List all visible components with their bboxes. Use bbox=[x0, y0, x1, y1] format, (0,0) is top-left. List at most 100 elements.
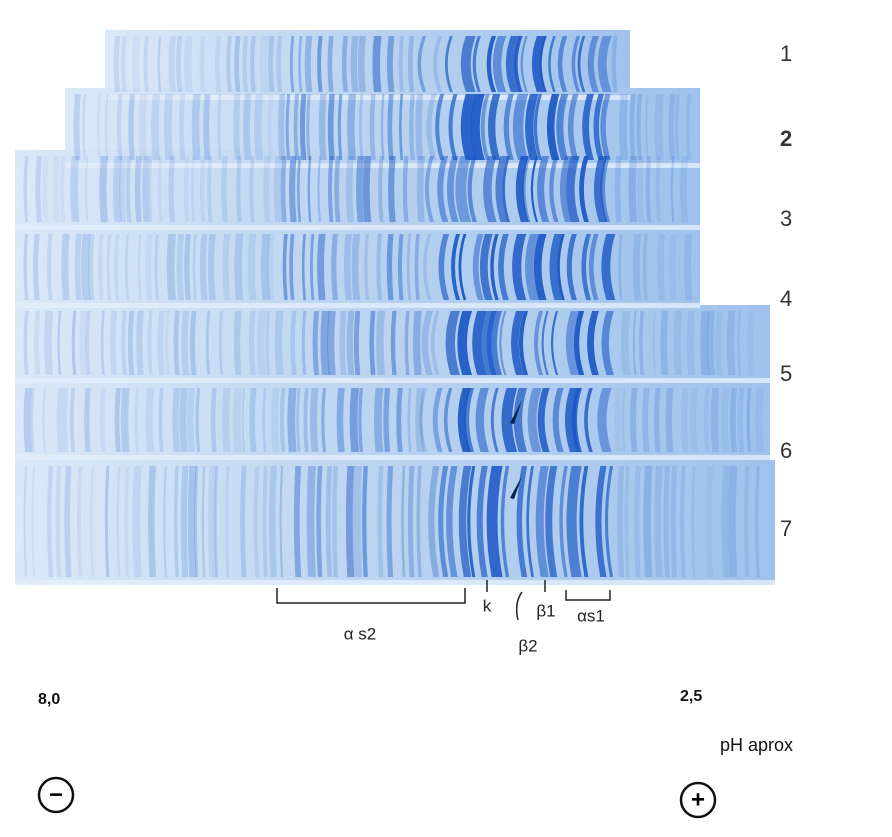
band bbox=[683, 234, 693, 300]
band bbox=[350, 36, 359, 92]
band bbox=[530, 156, 538, 222]
band bbox=[112, 156, 122, 222]
band bbox=[88, 234, 95, 300]
band bbox=[174, 466, 179, 577]
band bbox=[557, 36, 568, 92]
band bbox=[180, 466, 189, 577]
band bbox=[680, 466, 686, 577]
band bbox=[743, 466, 750, 577]
band bbox=[124, 234, 130, 300]
band bbox=[463, 388, 475, 452]
band bbox=[44, 311, 54, 375]
band bbox=[444, 36, 453, 92]
band bbox=[56, 388, 66, 452]
band bbox=[317, 156, 321, 222]
band bbox=[157, 311, 165, 375]
band bbox=[199, 234, 208, 300]
lane-label: 5 bbox=[780, 361, 792, 386]
band bbox=[707, 311, 716, 375]
band bbox=[362, 466, 368, 577]
band bbox=[262, 466, 268, 577]
band bbox=[262, 388, 267, 452]
band bbox=[472, 234, 484, 300]
electrode bbox=[679, 781, 717, 819]
band bbox=[104, 94, 109, 160]
band bbox=[362, 156, 372, 222]
band bbox=[488, 94, 501, 160]
band bbox=[234, 234, 244, 300]
band-label: β2 bbox=[518, 636, 537, 655]
band bbox=[52, 156, 61, 222]
band bbox=[30, 388, 35, 452]
band bbox=[327, 94, 335, 160]
band bbox=[213, 466, 219, 577]
band bbox=[467, 156, 477, 222]
band bbox=[31, 466, 36, 577]
band bbox=[226, 36, 232, 92]
band bbox=[173, 311, 180, 375]
band bbox=[250, 36, 256, 92]
band bbox=[289, 234, 295, 300]
lane-label: 7 bbox=[780, 516, 792, 541]
band bbox=[438, 466, 449, 577]
band bbox=[729, 388, 738, 452]
band bbox=[620, 311, 631, 375]
band bbox=[207, 234, 216, 300]
band bbox=[480, 94, 490, 160]
band bbox=[618, 234, 623, 300]
band bbox=[120, 388, 130, 452]
band bbox=[70, 156, 80, 222]
band-label: k bbox=[483, 596, 492, 615]
band bbox=[136, 311, 144, 375]
band bbox=[318, 94, 327, 160]
band bbox=[337, 94, 343, 160]
band bbox=[259, 36, 269, 92]
band bbox=[184, 234, 191, 300]
band bbox=[581, 234, 591, 300]
band bbox=[604, 466, 614, 577]
band bbox=[317, 234, 326, 300]
band bbox=[557, 234, 565, 300]
band bbox=[729, 466, 738, 577]
band bbox=[414, 234, 420, 300]
band bbox=[423, 234, 432, 300]
band bbox=[541, 311, 549, 375]
band bbox=[334, 156, 341, 222]
lane bbox=[15, 305, 770, 383]
band bbox=[296, 388, 301, 452]
band bbox=[415, 388, 425, 452]
band bbox=[349, 388, 359, 452]
band bbox=[614, 156, 622, 222]
band bbox=[720, 388, 730, 452]
band bbox=[178, 94, 186, 160]
band bbox=[417, 36, 427, 92]
band bbox=[287, 388, 297, 452]
band bbox=[73, 94, 81, 160]
band bbox=[221, 156, 228, 222]
band bbox=[668, 234, 677, 300]
band bbox=[345, 156, 354, 222]
band bbox=[430, 311, 440, 375]
band bbox=[630, 388, 638, 452]
band bbox=[193, 466, 199, 577]
band bbox=[415, 94, 424, 160]
band bbox=[500, 466, 510, 577]
lane-gap bbox=[15, 378, 770, 383]
band bbox=[273, 156, 283, 222]
band bbox=[479, 234, 493, 300]
band bbox=[525, 234, 539, 300]
band bbox=[248, 311, 256, 375]
band bbox=[96, 94, 101, 160]
band bbox=[179, 388, 188, 452]
band bbox=[69, 388, 76, 452]
arrowhead bbox=[510, 476, 522, 499]
band bbox=[475, 388, 489, 452]
band bbox=[224, 466, 230, 577]
band bbox=[236, 156, 242, 222]
band bbox=[293, 466, 302, 577]
band bbox=[247, 234, 257, 300]
band bbox=[327, 36, 334, 92]
band bbox=[241, 388, 246, 452]
band bbox=[100, 311, 105, 375]
